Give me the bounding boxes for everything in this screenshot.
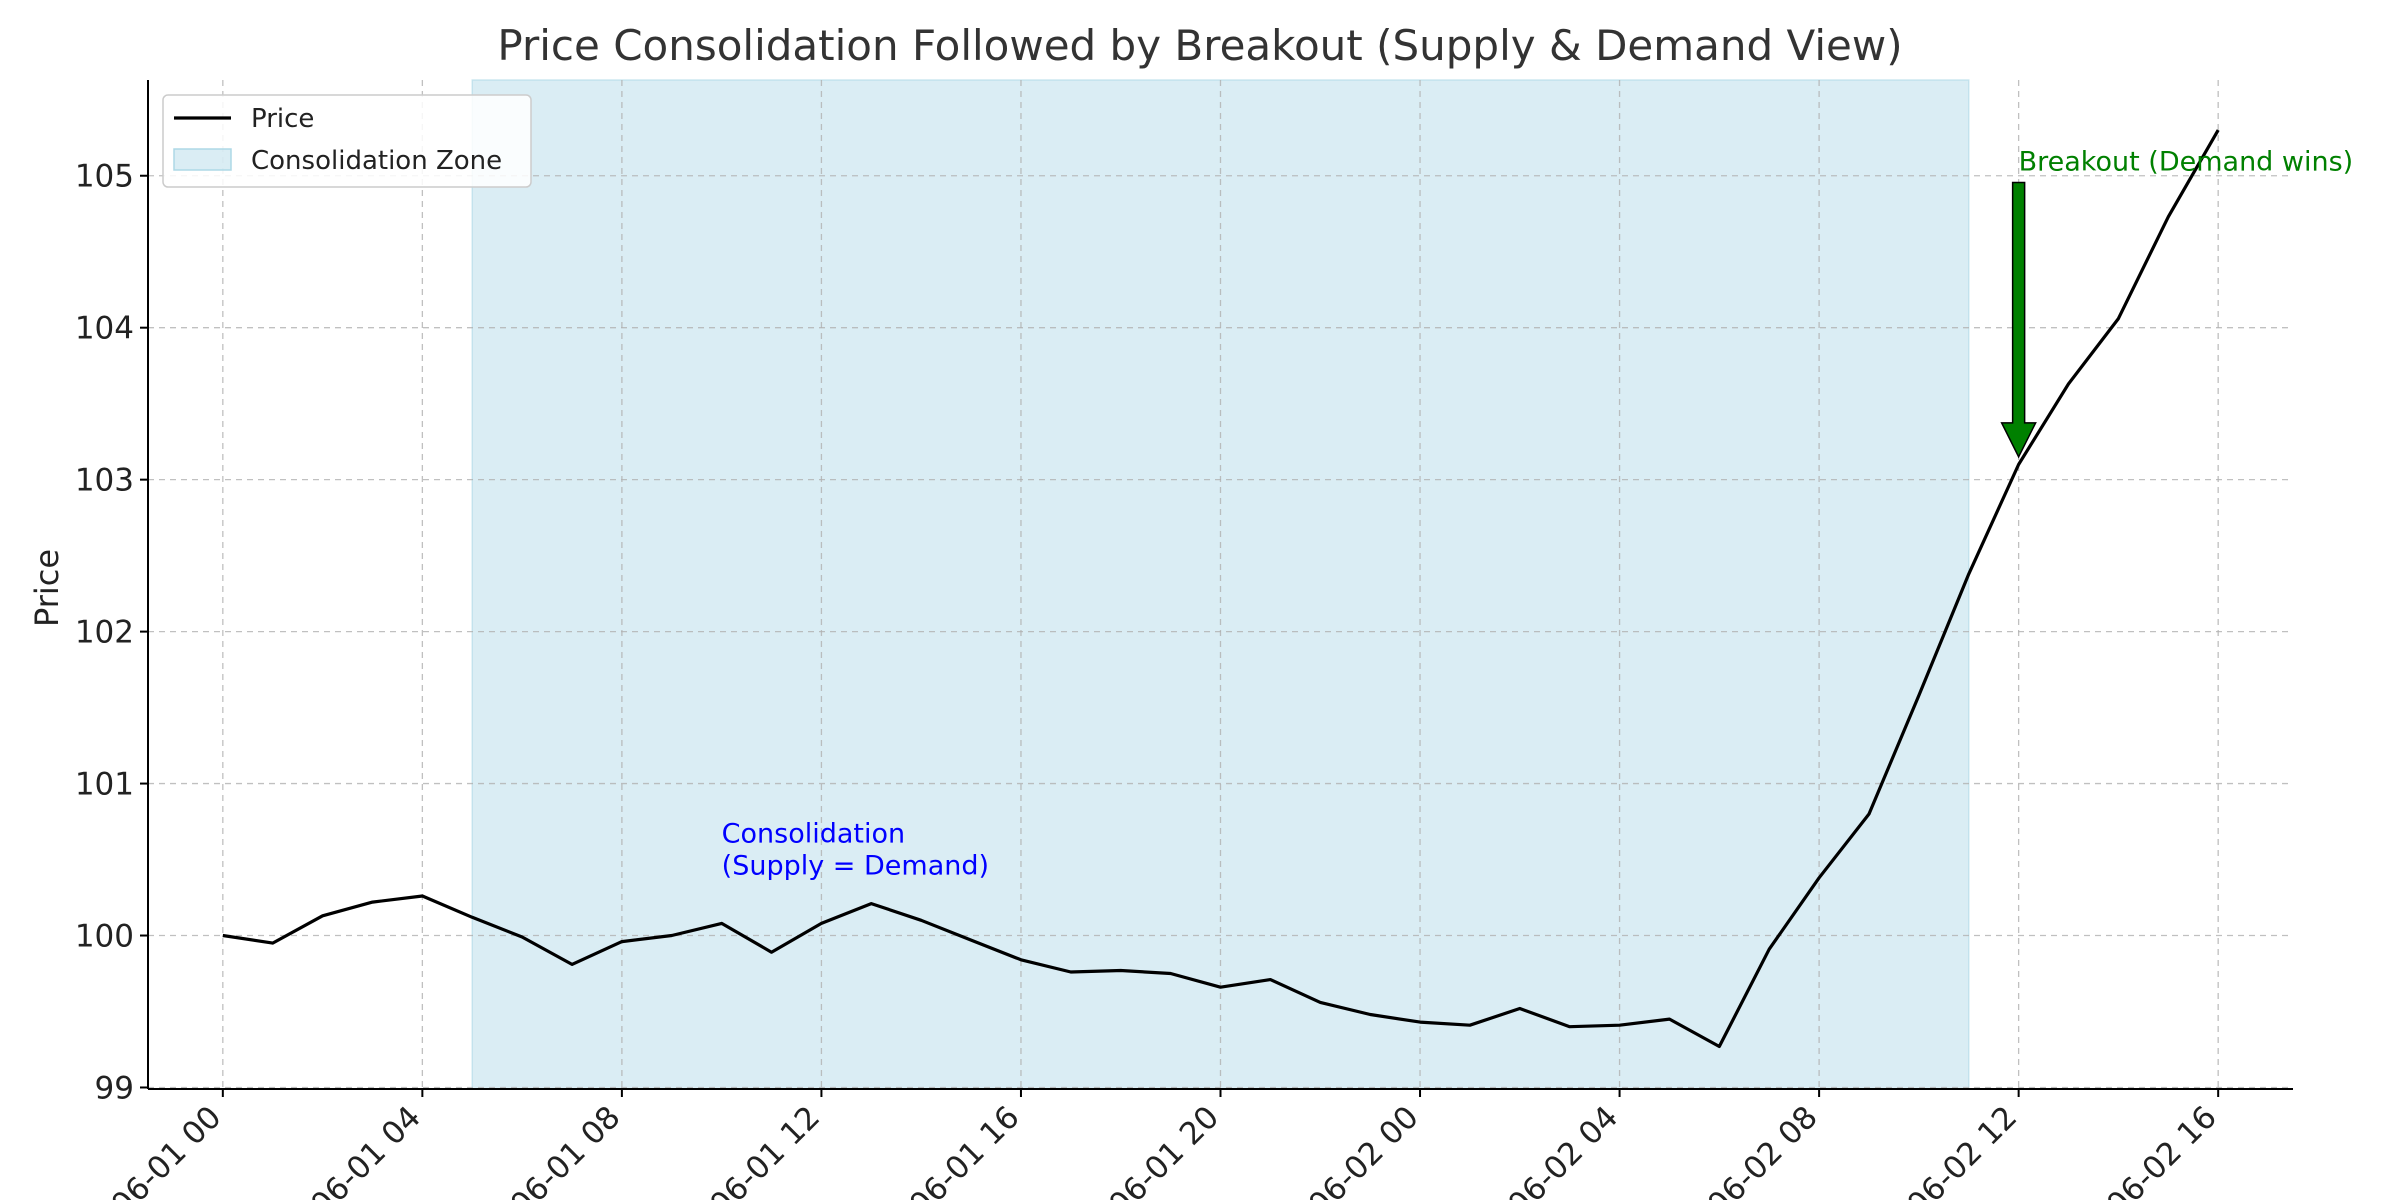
y-tick-label: 103 (75, 463, 134, 499)
consolidation-annotation-line: Consolidation (722, 819, 905, 850)
legend-price-label: Price (251, 104, 314, 134)
plot-area: 99 100 101 102 103 104 105 06-01 00 06-01 04 06-0… (75, 79, 2354, 1200)
y-tick-label: 102 (75, 615, 134, 651)
consolidation-zone (471, 79, 1970, 1090)
y-tick-label: 104 (75, 311, 134, 347)
x-tick-label: 06-02 00 (1302, 1099, 1426, 1200)
breakout-arrow (2000, 181, 2037, 459)
y-tick-label: 100 (75, 919, 134, 955)
x-tick-label: 06-01 08 (504, 1099, 628, 1200)
legend-box (162, 94, 532, 188)
legend: Price Consolidation Zone (162, 94, 532, 188)
y-tick-label: 101 (75, 767, 134, 803)
x-tick-label: 06-02 04 (1501, 1099, 1625, 1200)
legend-zone-label: Consolidation Zone (251, 146, 502, 176)
x-tick-label: 06-01 16 (903, 1099, 1027, 1200)
x-tick-label: 06-02 12 (1900, 1099, 2024, 1200)
y-tick-label: 105 (75, 159, 134, 195)
x-tick-label: 06-01 20 (1102, 1099, 1226, 1200)
breakout-annotation: Breakout (Demand wins) (2019, 147, 2354, 178)
x-tick-label: 06-02 16 (2100, 1099, 2224, 1200)
legend-zone-swatch (173, 148, 232, 171)
x-tick-label: 06-01 12 (703, 1099, 827, 1200)
chart-title: Price Consolidation Followed by Breakout… (497, 21, 1902, 70)
x-tick-label: 06-01 00 (104, 1099, 228, 1200)
x-tick-label: 06-02 08 (1701, 1099, 1825, 1200)
y-axis-label: Price (28, 549, 66, 627)
consolidation-annotation: Consolidation (Supply = Demand) (722, 819, 989, 882)
y-tick-label: 99 (95, 1070, 134, 1106)
x-tick-label: 06-01 04 (304, 1099, 428, 1200)
consolidation-annotation-line: (Supply = Demand) (722, 851, 989, 882)
price-line (222, 129, 2220, 1049)
